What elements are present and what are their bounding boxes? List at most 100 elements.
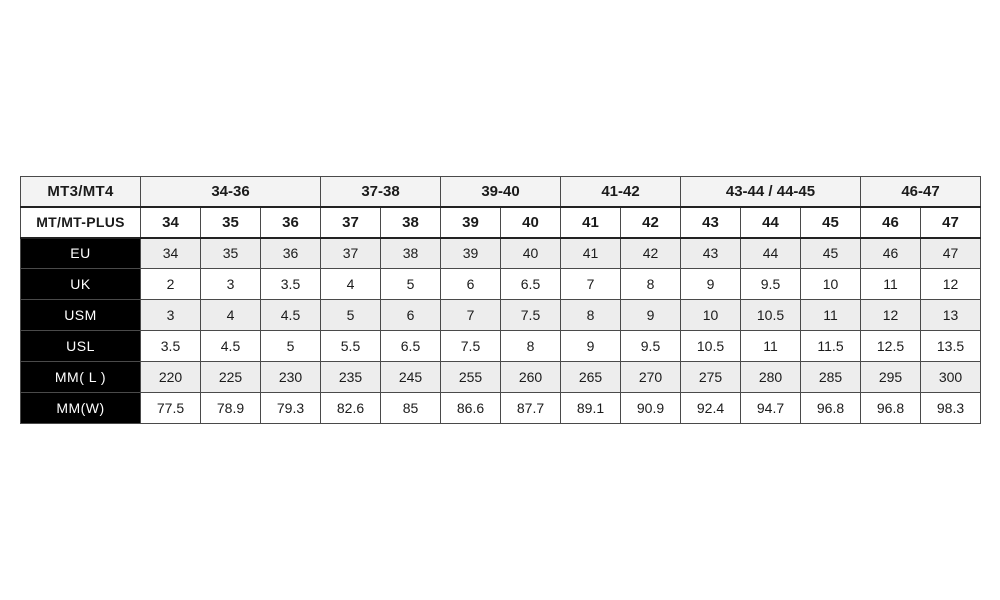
size-conversion-table: MT3/MT4 34-36 37-38 39-40 41-42 43-44 / 44-45… <box>20 176 981 424</box>
size-value-cell: 92.4 <box>680 392 741 424</box>
size-value-cell: 37 <box>320 237 381 269</box>
size-value-cell: 82.6 <box>320 392 381 424</box>
row-label-cell: UK <box>20 268 141 300</box>
size-value-cell: 300 <box>920 361 981 393</box>
table-row: MT/MT-PLUS 34 35 36 37 38 39 40 41 42 43 44 45 46 47 <box>20 206 981 239</box>
size-value-cell: 45 <box>800 206 861 239</box>
size-value-cell: 5 <box>380 268 441 300</box>
size-value-cell: 7.5 <box>440 330 501 362</box>
size-value-cell: 36 <box>260 206 321 239</box>
size-value-cell: 275 <box>680 361 741 393</box>
size-value-cell: 36 <box>260 237 321 269</box>
size-value-cell: 7.5 <box>500 299 561 331</box>
table-row: EU 34 35 36 37 38 39 40 41 42 43 44 45 46 47 <box>20 237 981 269</box>
size-value-cell: 7 <box>440 299 501 331</box>
size-value-cell: 37 <box>320 206 381 239</box>
size-value-cell: 8 <box>500 330 561 362</box>
size-value-cell: 87.7 <box>500 392 561 424</box>
size-value-cell: 10 <box>800 268 861 300</box>
size-value-cell: 5 <box>320 299 381 331</box>
size-value-cell: 3.5 <box>140 330 201 362</box>
size-value-cell: 40 <box>500 237 561 269</box>
size-value-cell: 90.9 <box>620 392 681 424</box>
size-value-cell: 35 <box>200 237 261 269</box>
size-value-cell: 39 <box>440 206 501 239</box>
size-value-cell: 79.3 <box>260 392 321 424</box>
size-value-cell: 9.5 <box>620 330 681 362</box>
corner-label-mt3-mt4: MT3/MT4 <box>20 176 141 208</box>
size-value-cell: 10.5 <box>680 330 741 362</box>
size-value-cell: 43 <box>680 237 741 269</box>
table-row: MM(W) 77.5 78.9 79.3 82.6 85 86.6 87.7 89.1 90.9 9… <box>20 392 981 424</box>
size-value-cell: 34 <box>140 206 201 239</box>
size-value-cell: 11 <box>860 268 921 300</box>
size-value-cell: 3 <box>200 268 261 300</box>
size-value-cell: 10.5 <box>740 299 801 331</box>
size-value-cell: 12.5 <box>860 330 921 362</box>
size-value-cell: 9 <box>620 299 681 331</box>
size-value-cell: 235 <box>320 361 381 393</box>
size-value-cell: 270 <box>620 361 681 393</box>
size-value-cell: 96.8 <box>860 392 921 424</box>
size-value-cell: 6 <box>440 268 501 300</box>
size-value-cell: 46 <box>860 206 921 239</box>
size-group-header: 34-36 <box>140 176 321 208</box>
size-value-cell: 11.5 <box>800 330 861 362</box>
size-value-cell: 89.1 <box>560 392 621 424</box>
size-value-cell: 265 <box>560 361 621 393</box>
size-value-cell: 10 <box>680 299 741 331</box>
row-label-cell: MM(W) <box>20 392 141 424</box>
size-value-cell: 96.8 <box>800 392 861 424</box>
size-value-cell: 47 <box>920 237 981 269</box>
size-value-cell: 38 <box>380 237 441 269</box>
size-value-cell: 9.5 <box>740 268 801 300</box>
size-value-cell: 39 <box>440 237 501 269</box>
size-value-cell: 78.9 <box>200 392 261 424</box>
size-value-cell: 34 <box>140 237 201 269</box>
size-value-cell: 77.5 <box>140 392 201 424</box>
size-value-cell: 255 <box>440 361 501 393</box>
size-value-cell: 3 <box>140 299 201 331</box>
row-label-cell: MT/MT-PLUS <box>20 206 141 239</box>
size-value-cell: 6.5 <box>380 330 441 362</box>
table-row: MM( L ) 220 225 230 235 245 255 260 265 270 275 280… <box>20 361 981 393</box>
size-value-cell: 3.5 <box>260 268 321 300</box>
size-chart-container: MT3/MT4 34-36 37-38 39-40 41-42 43-44 / 44-45… <box>20 176 981 424</box>
size-value-cell: 12 <box>860 299 921 331</box>
size-value-cell: 6 <box>380 299 441 331</box>
size-value-cell: 98.3 <box>920 392 981 424</box>
size-group-header: 37-38 <box>320 176 441 208</box>
size-value-cell: 11 <box>740 330 801 362</box>
size-group-header: 43-44 / 44-45 <box>680 176 861 208</box>
size-value-cell: 5.5 <box>320 330 381 362</box>
size-value-cell: 13.5 <box>920 330 981 362</box>
size-value-cell: 43 <box>680 206 741 239</box>
size-value-cell: 8 <box>620 268 681 300</box>
size-value-cell: 47 <box>920 206 981 239</box>
size-value-cell: 225 <box>200 361 261 393</box>
table-row: USL 3.5 4.5 5 5.5 6.5 7.5 8 9 9.5 10.5 11 11.5 12.5 13… <box>20 330 981 362</box>
size-value-cell: 44 <box>740 237 801 269</box>
group-header-row: MT3/MT4 34-36 37-38 39-40 41-42 43-44 / 44-45… <box>20 176 981 208</box>
size-value-cell: 7 <box>560 268 621 300</box>
size-value-cell: 2 <box>140 268 201 300</box>
size-value-cell: 9 <box>560 330 621 362</box>
size-value-cell: 260 <box>500 361 561 393</box>
size-value-cell: 41 <box>560 237 621 269</box>
size-value-cell: 38 <box>380 206 441 239</box>
size-value-cell: 86.6 <box>440 392 501 424</box>
size-value-cell: 245 <box>380 361 441 393</box>
size-value-cell: 46 <box>860 237 921 269</box>
table-row: UK 2 3 3.5 4 5 6 6.5 7 8 9 9.5 10 11 12 <box>20 268 981 300</box>
size-value-cell: 4 <box>320 268 381 300</box>
size-value-cell: 94.7 <box>740 392 801 424</box>
size-value-cell: 12 <box>920 268 981 300</box>
size-value-cell: 4 <box>200 299 261 331</box>
size-value-cell: 8 <box>560 299 621 331</box>
size-value-cell: 6.5 <box>500 268 561 300</box>
row-label-cell: USL <box>20 330 141 362</box>
row-label-cell: USM <box>20 299 141 331</box>
size-value-cell: 4.5 <box>200 330 261 362</box>
size-value-cell: 9 <box>680 268 741 300</box>
size-value-cell: 42 <box>620 237 681 269</box>
